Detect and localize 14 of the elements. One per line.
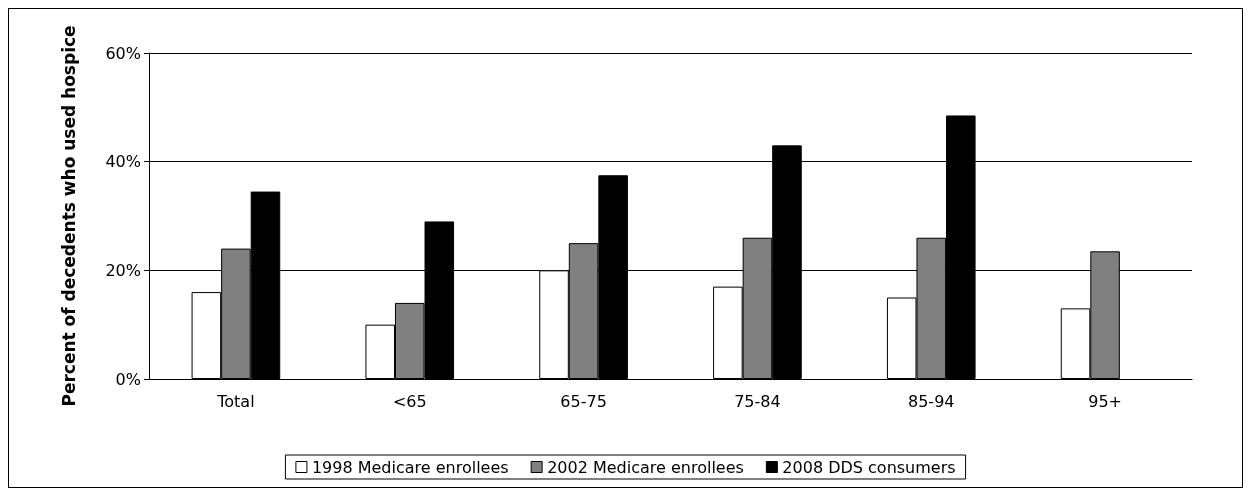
x-tick-label: Total <box>216 391 255 411</box>
y-tick-label: 60% <box>105 43 141 63</box>
y-tick-label: 20% <box>105 260 141 280</box>
y-tick-label: 0% <box>115 369 141 389</box>
x-tick-label: 65-75 <box>560 391 607 411</box>
y-tick-label: 40% <box>105 152 141 172</box>
x-tick-label: <65 <box>392 391 427 411</box>
x-tick-label: 85-94 <box>908 391 955 411</box>
x-tick-label: 75-84 <box>734 391 781 411</box>
y-axis-title: Percent of decedents who used hospice <box>59 25 79 407</box>
legend-label: 2008 DDS consumers <box>782 457 956 477</box>
legend-label: 2002 Medicare enrollees <box>547 457 744 477</box>
x-tick-label: 95+ <box>1088 391 1122 411</box>
legend-label: 1998 Medicare enrollees <box>311 457 509 477</box>
